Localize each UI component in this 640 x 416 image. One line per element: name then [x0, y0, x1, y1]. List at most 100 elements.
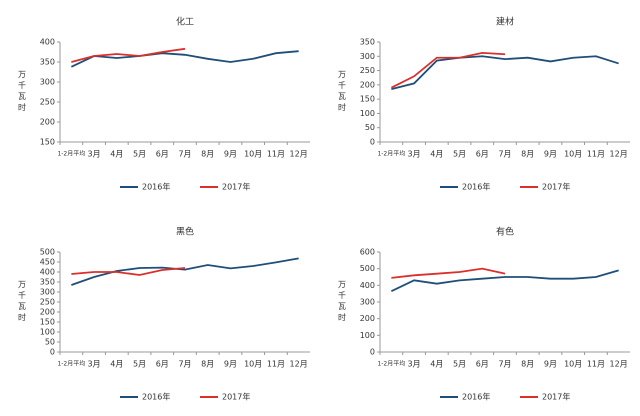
y-tick-label: 300 — [360, 52, 375, 61]
x-tick-label: 4月 — [430, 360, 443, 369]
y-tick-label: 350 — [40, 58, 55, 67]
y-tick-label: 300 — [40, 78, 55, 87]
x-tick-label: 7月 — [498, 150, 511, 159]
x-tick-label: 3月 — [88, 360, 101, 369]
x-tick-label: 6月 — [476, 150, 489, 159]
legend-label: 2017年 — [222, 182, 250, 192]
y-tick-label: 0 — [370, 348, 375, 357]
x-tick-label: 12月 — [610, 150, 628, 159]
y-tick-label: 250 — [40, 298, 55, 307]
y-tick-label: 600 — [360, 248, 375, 257]
x-tick-label: 9月 — [544, 360, 557, 369]
y-tick-label: 200 — [40, 308, 55, 317]
y-tick-label: 100 — [360, 331, 375, 340]
chart-title: 化工 — [176, 16, 194, 28]
y-axis-label: 万千瓦时 — [18, 280, 27, 324]
legend-label: 2017年 — [542, 182, 570, 192]
chart-title: 建材 — [496, 16, 514, 28]
chart-title: 有色 — [496, 226, 514, 238]
x-tick-label: 5月 — [133, 360, 146, 369]
series-line — [390, 269, 619, 292]
x-tick-label: 1-2月平均 — [57, 150, 85, 158]
x-tick-label: 8月 — [521, 360, 534, 369]
y-axis-label: 万千瓦时 — [338, 280, 347, 324]
y-tick-label: 0 — [50, 348, 55, 357]
x-tick-label: 10月 — [244, 150, 262, 159]
x-tick-label: 5月 — [453, 150, 466, 159]
legend-label: 2017年 — [542, 392, 570, 402]
x-tick-label: 1-2月平均 — [57, 360, 85, 368]
y-tick-label: 500 — [360, 264, 375, 273]
x-tick-label: 4月 — [110, 150, 123, 159]
series-line — [390, 51, 506, 89]
y-tick-label: 150 — [40, 318, 55, 327]
y-tick-label: 200 — [360, 314, 375, 323]
y-tick-label: 250 — [360, 66, 375, 75]
y-tick-label: 400 — [40, 268, 55, 277]
y-tick-label: 350 — [40, 278, 55, 287]
series-line — [391, 267, 506, 279]
x-tick-label: 1-2月平均 — [377, 360, 405, 368]
y-tick-label: 100 — [40, 328, 55, 337]
legend-label: 2017年 — [222, 392, 250, 402]
y-tick-label: 250 — [40, 98, 55, 107]
y-axis-label: 万千瓦时 — [338, 70, 347, 114]
series-line — [71, 47, 186, 63]
y-tick-label: 400 — [40, 38, 55, 47]
x-tick-label: 4月 — [430, 150, 443, 159]
y-tick-label: 200 — [360, 80, 375, 89]
x-tick-label: 1-2月平均 — [377, 150, 405, 158]
y-tick-label: 50 — [45, 338, 55, 347]
y-tick-label: 150 — [40, 138, 55, 147]
y-tick-label: 300 — [360, 298, 375, 307]
x-tick-label: 4月 — [110, 360, 123, 369]
x-tick-label: 11月 — [267, 360, 285, 369]
x-tick-label: 9月 — [224, 360, 237, 369]
legend-label: 2016年 — [462, 182, 490, 192]
x-tick-label: 8月 — [201, 360, 214, 369]
y-tick-label: 50 — [365, 123, 375, 132]
x-tick-label: 6月 — [156, 360, 169, 369]
y-tick-label: 150 — [360, 95, 375, 104]
x-tick-label: 3月 — [408, 150, 421, 159]
y-axis-label: 万千瓦时 — [18, 70, 27, 114]
series-line — [71, 257, 299, 286]
x-tick-label: 11月 — [587, 360, 605, 369]
x-tick-label: 3月 — [408, 360, 421, 369]
legend-label: 2016年 — [142, 392, 170, 402]
x-tick-label: 10月 — [564, 150, 582, 159]
legend-label: 2016年 — [462, 392, 490, 402]
x-tick-label: 11月 — [587, 150, 605, 159]
y-tick-label: 0 — [370, 138, 375, 147]
y-tick-label: 200 — [40, 118, 55, 127]
x-tick-label: 7月 — [498, 360, 511, 369]
chart-title: 黑色 — [176, 226, 194, 238]
x-tick-label: 12月 — [290, 150, 308, 159]
x-tick-label: 11月 — [267, 150, 285, 159]
x-tick-label: 5月 — [453, 360, 466, 369]
series-line — [71, 267, 186, 276]
x-tick-label: 6月 — [156, 150, 169, 159]
x-tick-label: 9月 — [544, 150, 557, 159]
y-tick-label: 400 — [360, 281, 375, 290]
y-tick-label: 500 — [40, 248, 55, 257]
y-tick-label: 350 — [360, 38, 375, 47]
x-tick-label: 5月 — [133, 150, 146, 159]
x-tick-label: 7月 — [178, 360, 191, 369]
x-tick-label: 9月 — [224, 150, 237, 159]
x-tick-label: 8月 — [521, 150, 534, 159]
y-tick-label: 450 — [40, 258, 55, 267]
series-line — [70, 50, 299, 68]
x-tick-label: 6月 — [476, 360, 489, 369]
y-tick-label: 300 — [40, 288, 55, 297]
x-tick-label: 7月 — [178, 150, 191, 159]
x-tick-label: 8月 — [201, 150, 214, 159]
legend-label: 2016年 — [142, 182, 170, 192]
x-tick-label: 10月 — [244, 360, 262, 369]
y-tick-label: 100 — [360, 109, 375, 118]
x-tick-label: 12月 — [290, 360, 308, 369]
x-tick-label: 10月 — [564, 360, 582, 369]
x-tick-label: 12月 — [610, 360, 628, 369]
series-line — [391, 55, 619, 91]
